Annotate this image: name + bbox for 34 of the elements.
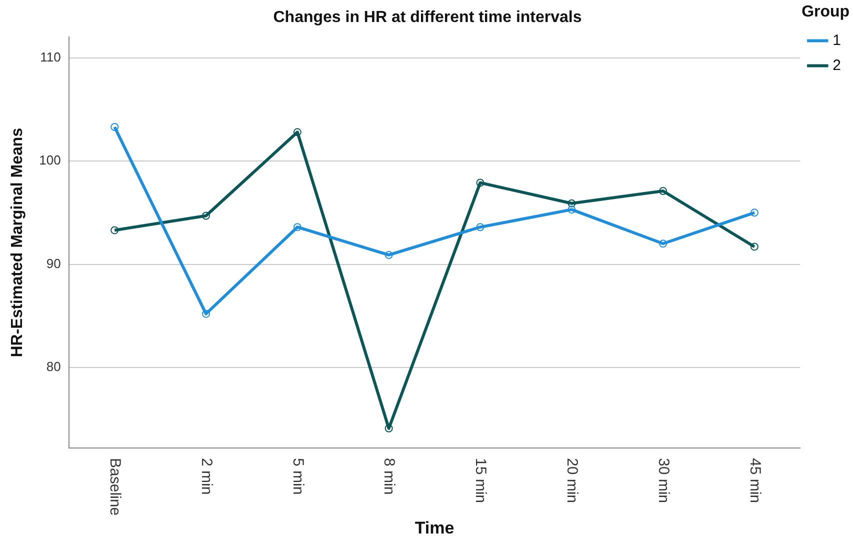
- x-tick-label: 8 min: [380, 458, 398, 495]
- y-tick-label: 80: [46, 359, 61, 374]
- legend-label: 1: [832, 32, 841, 49]
- chart-title: Changes in HR at different time intervals: [273, 9, 582, 26]
- point: [293, 128, 302, 136]
- x-tick-label: 2 min: [198, 458, 215, 495]
- x-tick-label: 15 min: [472, 458, 490, 504]
- x-tick-label: 20 min: [563, 458, 580, 504]
- legend-title: Group: [802, 3, 850, 20]
- x-tick-label: Baseline: [106, 458, 124, 516]
- point: [750, 242, 758, 251]
- legend-label: 2: [832, 56, 841, 74]
- y-tick-label: 90: [46, 256, 61, 271]
- point: [384, 250, 393, 259]
- point: [568, 206, 576, 214]
- point: [750, 208, 758, 217]
- point: [110, 123, 119, 131]
- x-tick-label: 30 min: [654, 458, 672, 504]
- point: [659, 240, 668, 248]
- point: [202, 310, 210, 318]
- point: [568, 199, 576, 208]
- y-axis-title: HR-Estimated Marginal Means: [9, 128, 26, 358]
- point: [110, 226, 119, 234]
- point: [659, 186, 668, 195]
- y-tick-label: 110: [40, 49, 61, 64]
- y-tick-label: 100: [39, 152, 61, 168]
- point: [202, 212, 210, 220]
- x-tick-label: 45 min: [746, 458, 764, 504]
- point: [476, 178, 484, 187]
- point: [384, 424, 393, 432]
- x-axis-title: Time: [414, 518, 454, 538]
- x-tick-label: 5 min: [289, 458, 306, 495]
- point: [476, 223, 484, 232]
- point: [293, 223, 302, 232]
